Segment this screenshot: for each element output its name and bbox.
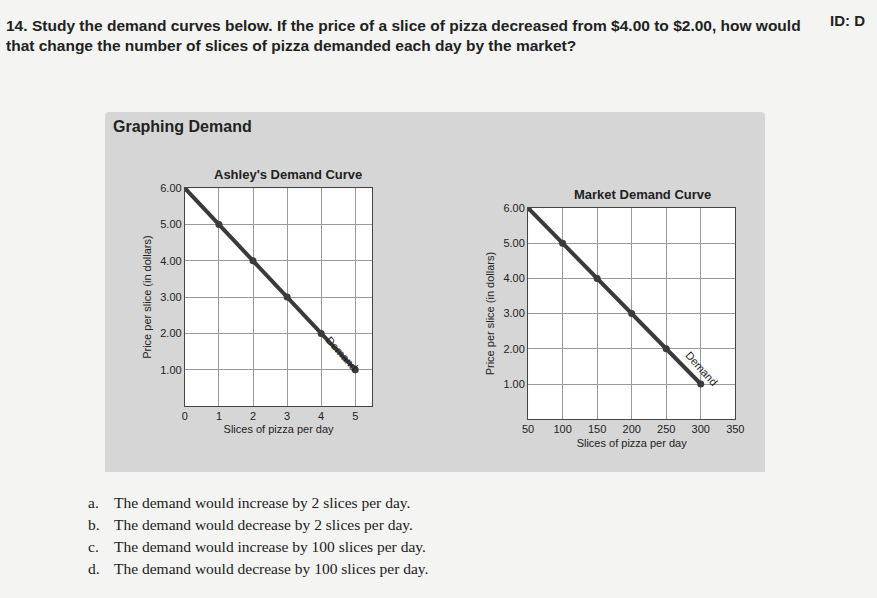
- svg-text:50: 50: [522, 423, 534, 435]
- svg-text:Price per slice (in dollars): Price per slice (in dollars): [484, 252, 496, 375]
- svg-text:Demand: Demand: [683, 349, 720, 388]
- svg-text:3: 3: [284, 410, 290, 422]
- svg-text:Demand: Demand: [323, 334, 360, 373]
- svg-text:1.00: 1.00: [503, 378, 524, 390]
- html-text:ID: D: ID: D: [830, 12, 865, 29]
- svg-text:Ashley's Demand Curve: Ashley's Demand Curve: [214, 167, 362, 182]
- html-text:The demand would increase by 1: The demand would increase by 100 slices …: [114, 538, 426, 555]
- svg-text:Slices of pizza per day: Slices of pizza per day: [577, 437, 688, 449]
- svg-text:100: 100: [553, 423, 571, 435]
- svg-text:6.00: 6.00: [160, 182, 181, 194]
- svg-text:Market Demand Curve: Market Demand Curve: [574, 187, 711, 202]
- html-text:The demand would decrease by 1: The demand would decrease by 100 slices …: [114, 560, 429, 577]
- html-text:b.: b.: [88, 516, 100, 533]
- svg-text:300: 300: [692, 423, 710, 435]
- svg-text:2.00: 2.00: [503, 343, 524, 355]
- html-text:c.: c.: [88, 538, 99, 555]
- svg-text:4.00: 4.00: [160, 255, 181, 267]
- svg-text:250: 250: [657, 423, 675, 435]
- svg-text:0: 0: [182, 410, 188, 422]
- svg-text:6.00: 6.00: [503, 202, 524, 214]
- html-text:Graphing Demand: Graphing Demand: [113, 118, 252, 135]
- svg-text:5.00: 5.00: [503, 237, 524, 249]
- html-text:a.: a.: [88, 494, 99, 511]
- svg-text:2.00: 2.00: [160, 327, 181, 339]
- svg-text:Price per slice (in dollars): Price per slice (in dollars): [141, 235, 153, 358]
- svg-text:3.00: 3.00: [503, 307, 524, 319]
- svg-text:4: 4: [318, 410, 324, 422]
- html-text:14. Study the demand curves be: 14. Study the demand curves below. If th…: [6, 17, 801, 54]
- svg-text:350: 350: [726, 423, 744, 435]
- svg-text:150: 150: [588, 423, 606, 435]
- html-text:The demand would increase by 2: The demand would increase by 2 slices pe…: [114, 494, 411, 511]
- svg-text:1: 1: [216, 410, 222, 422]
- svg-text:200: 200: [623, 423, 641, 435]
- html-text:d.: d.: [88, 560, 100, 577]
- svg-text:1.00: 1.00: [160, 364, 181, 376]
- svg-text:5: 5: [352, 410, 358, 422]
- svg-text:3.00: 3.00: [160, 291, 181, 303]
- svg-text:2: 2: [250, 410, 256, 422]
- svg-text:5.00: 5.00: [160, 218, 181, 230]
- svg-text:Slices of pizza per day: Slices of pizza per day: [224, 423, 335, 435]
- html-text:The demand would decrease by 2: The demand would decrease by 2 slices pe…: [114, 516, 413, 533]
- svg-text:4.00: 4.00: [503, 272, 524, 284]
